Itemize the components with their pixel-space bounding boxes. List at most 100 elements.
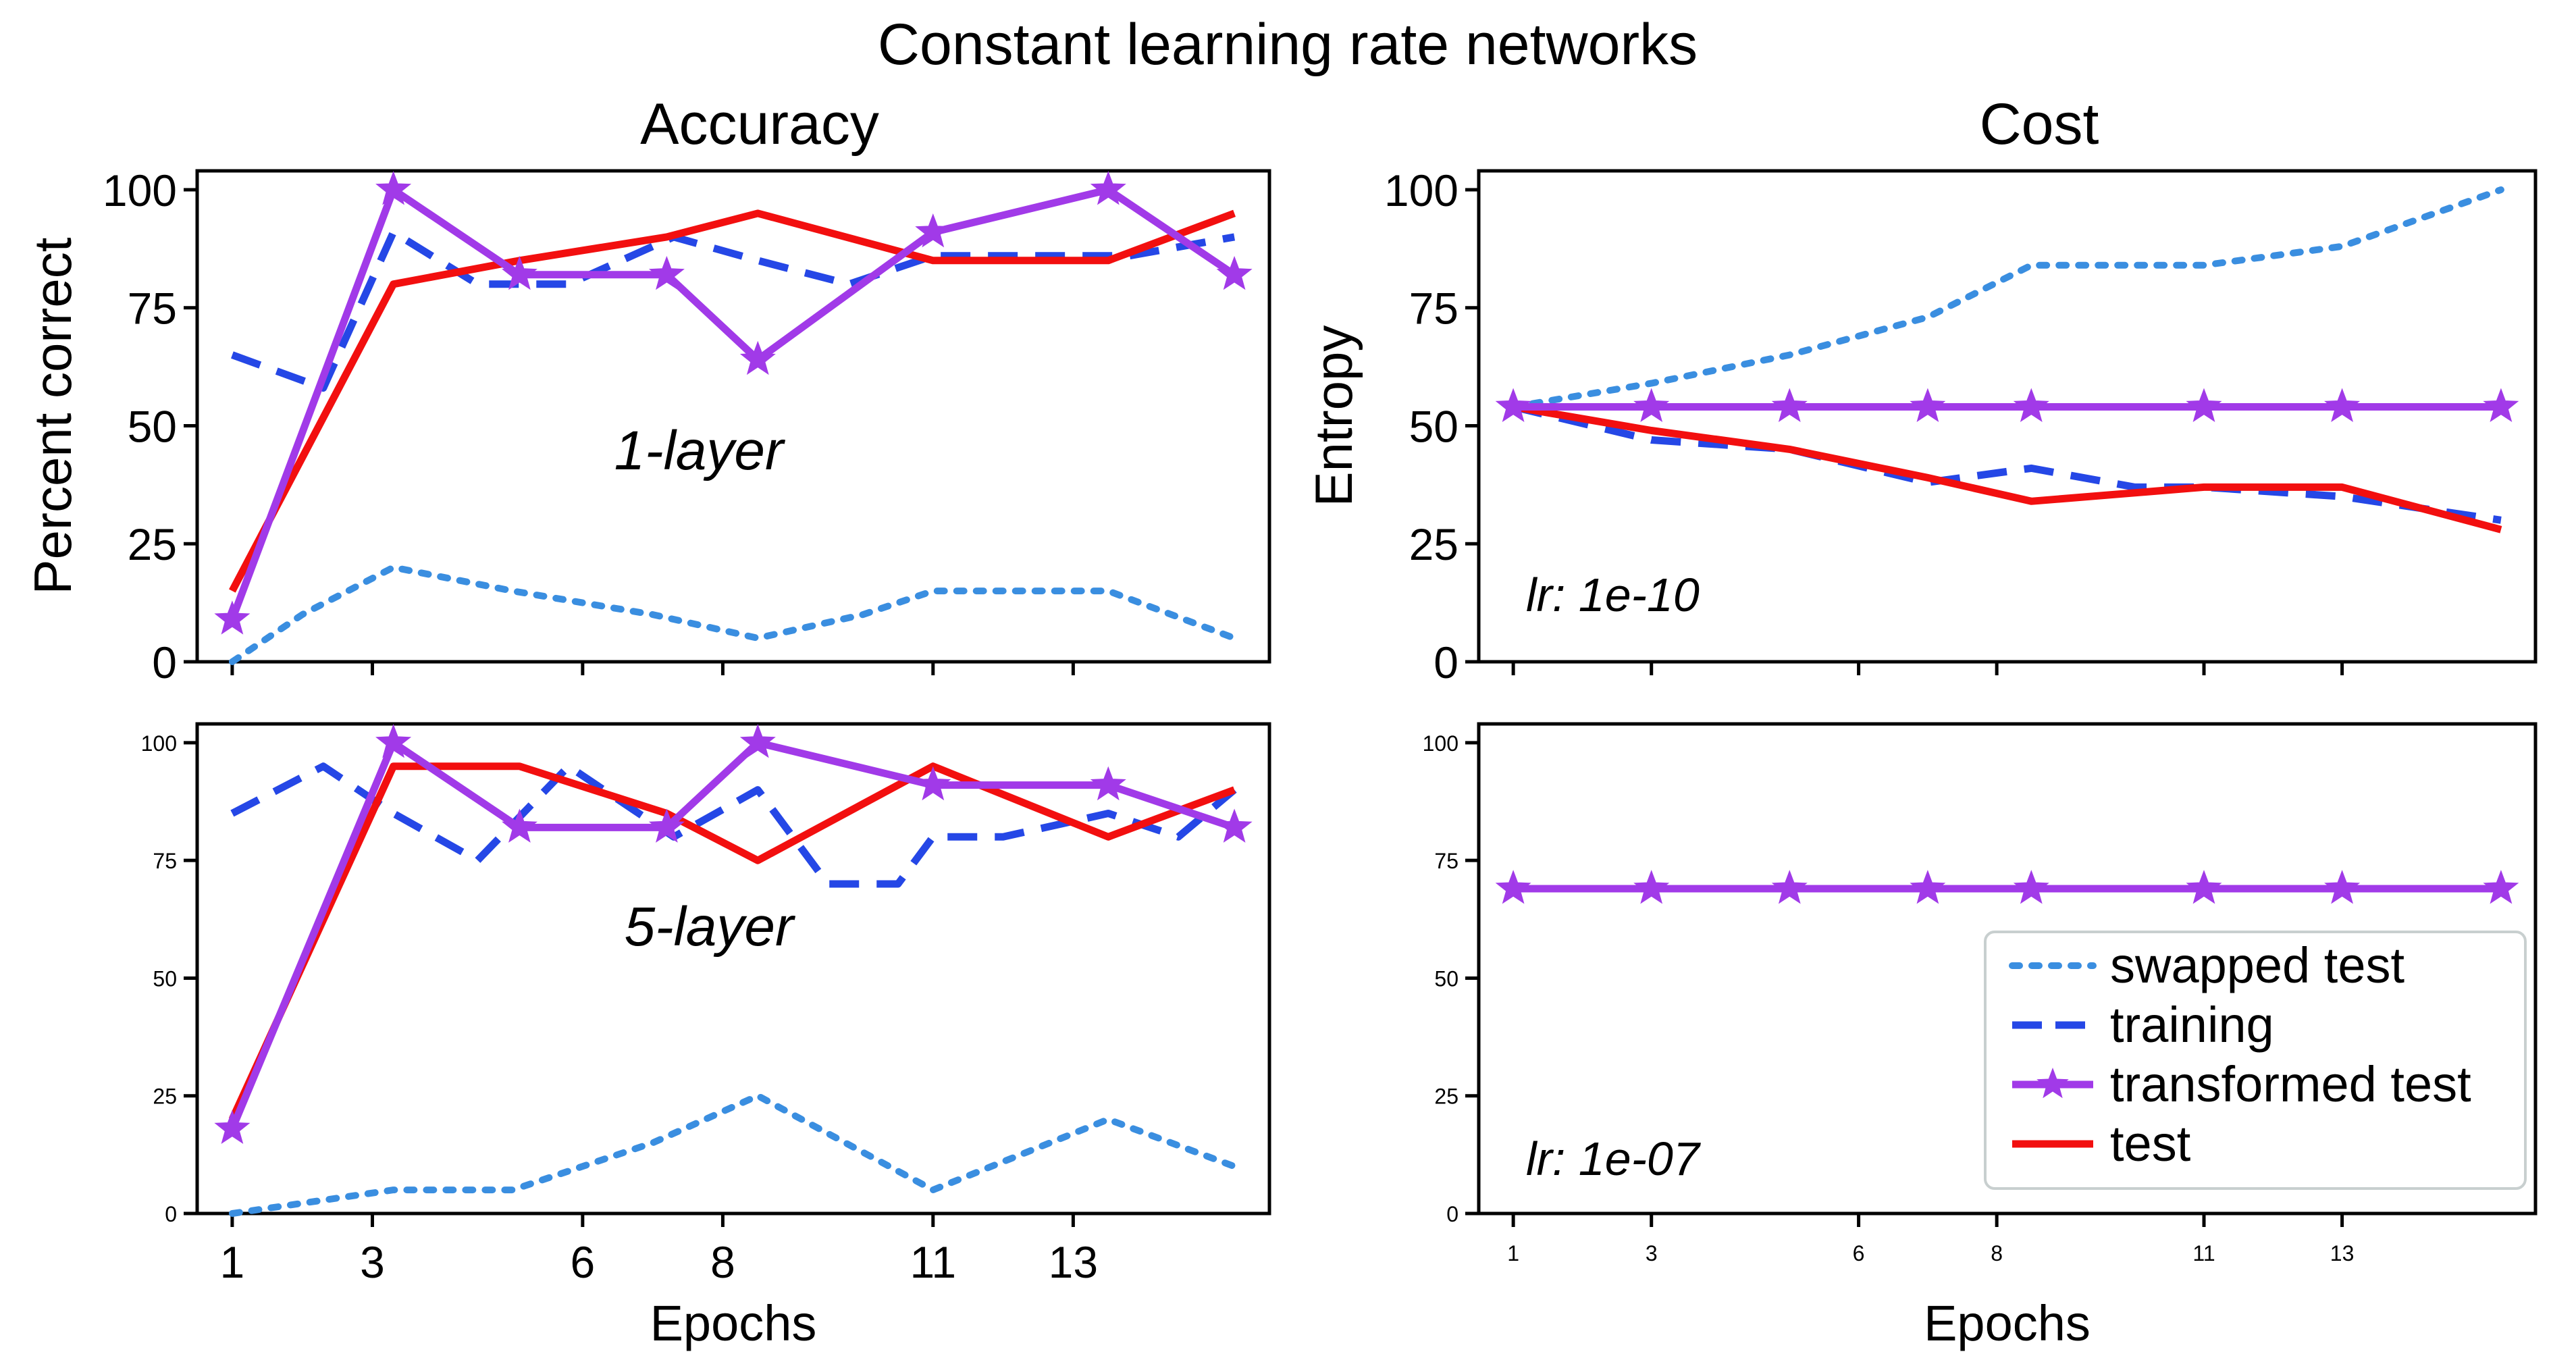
x-axis-label: Epochs (650, 1295, 817, 1351)
data-point-transformed (648, 808, 685, 843)
series-line-test (229, 209, 1236, 593)
y-tick-label: 0 (1446, 1202, 1458, 1226)
x-tick-label: 3 (360, 1237, 385, 1287)
series-line-training (230, 762, 1237, 888)
y-tick-label: 0 (152, 637, 177, 687)
data-point-transformed (1633, 388, 1670, 423)
series-line-training (231, 228, 1236, 392)
x-tick-label: 13 (2330, 1241, 2355, 1265)
plot-frame (1477, 722, 2538, 1216)
y-tick-label: 75 (128, 284, 177, 334)
data-point-transformed (501, 808, 537, 843)
legend-label-test: test (2110, 1116, 2191, 1172)
data-point-transformed (739, 724, 776, 758)
y-tick-label: 25 (128, 519, 177, 569)
y-axis-label: Entropy (1304, 325, 1363, 507)
x-axis-label: Epochs (1924, 1295, 2091, 1351)
series-line-swapped (228, 1092, 1238, 1217)
data-point-transformed (1910, 870, 1946, 904)
data-point-transformed (2324, 388, 2361, 423)
legend-box (1984, 931, 2527, 1190)
series-line-test (1513, 403, 2502, 533)
y-tick-label: 75 (1434, 849, 1458, 873)
y-axis-label: Percent correct (23, 237, 82, 594)
y-tick-label: 100 (103, 165, 177, 215)
y-tick-label: 0 (165, 1202, 177, 1226)
x-tick-label: 11 (2192, 1241, 2215, 1265)
y-tick-label: 75 (153, 849, 177, 873)
data-point-transformed (739, 340, 776, 375)
data-point-transformed (915, 766, 951, 801)
x-tick-label: 13 (1049, 1237, 1098, 1287)
data-point-transformed (375, 724, 412, 758)
data-point-transformed (2013, 388, 2049, 423)
y-tick-label: 50 (153, 966, 177, 991)
y-tick-label: 50 (1409, 401, 1458, 451)
data-point-transformed (1495, 388, 1531, 423)
data-point-transformed (2483, 388, 2519, 423)
y-tick-label: 50 (128, 401, 177, 451)
y-tick-label: 75 (1409, 284, 1458, 334)
y-tick-label: 0 (1434, 637, 1458, 687)
data-point-transformed (1090, 766, 1126, 801)
series-line-swapped (228, 564, 1238, 665)
data-point-transformed (1090, 171, 1126, 205)
figure-title: Constant learning rate networks (878, 12, 1698, 77)
data-point-transformed (915, 213, 951, 248)
plot-frame (1477, 169, 2538, 664)
x-tick-label: 3 (1646, 1241, 1658, 1265)
y-tick-label: 25 (1434, 1085, 1458, 1109)
series-line-training (1512, 403, 2502, 524)
data-point-transformed (214, 1109, 251, 1145)
data-point-transformed (1633, 870, 1670, 904)
data-point-transformed (2186, 388, 2222, 423)
data-point-transformed (1910, 388, 1946, 423)
chart-panel-cost1: 0 25 50 75 100 Entropy lr: 1e-10 (1304, 165, 2538, 687)
legend-label-swapped: swapped test (2110, 937, 2404, 993)
data-point-transformed (1771, 388, 1808, 423)
series-line-swapped (1510, 186, 2504, 411)
x-tick-label: 8 (710, 1237, 735, 1287)
legend-label-transformed: transformed test (2110, 1056, 2471, 1112)
x-tick-label: 11 (910, 1237, 957, 1287)
data-point-transformed (2324, 870, 2361, 904)
x-tick-label: 6 (1853, 1241, 1865, 1265)
chart-panel-acc1: 0 25 50 75 100 Percent correct 1-layer (23, 165, 1271, 687)
column-title-cost: Cost (1980, 92, 2099, 157)
y-tick-label: 50 (1434, 966, 1458, 991)
data-point-transformed (214, 600, 251, 635)
y-tick-label: 100 (141, 731, 177, 756)
legend-label-training: training (2110, 997, 2274, 1053)
data-point-transformed (2483, 870, 2519, 904)
x-tick-label: 8 (1991, 1241, 2003, 1265)
series-line-transformed (228, 739, 1236, 1130)
data-point-transformed (648, 255, 685, 290)
data-point-transformed (2186, 870, 2222, 904)
data-point-transformed (1495, 870, 1531, 904)
plot-frame (195, 722, 1271, 1216)
x-tick-label: 6 (570, 1237, 595, 1287)
panel-annotation: 1-layer (614, 420, 786, 481)
data-point-transformed (1216, 808, 1253, 843)
x-tick-label: 1 (1507, 1241, 1519, 1265)
data-point-transformed (501, 255, 537, 290)
data-point-transformed (1771, 870, 1808, 904)
data-point-transformed (375, 171, 412, 205)
data-point-transformed (1216, 255, 1253, 290)
series-line-test (228, 762, 1236, 1121)
series-line-transformed (228, 186, 1237, 621)
panel-annotation: 5-layer (625, 896, 796, 958)
panel-annotation: lr: 1e-07 (1526, 1132, 1702, 1185)
column-title-accuracy: Accuracy (640, 92, 879, 157)
y-tick-label: 100 (1384, 165, 1458, 215)
y-tick-label: 25 (153, 1085, 177, 1109)
y-tick-label: 100 (1423, 731, 1458, 756)
x-tick-label: 1 (220, 1237, 245, 1287)
panel-annotation: lr: 1e-10 (1526, 569, 1700, 621)
plot-frame (195, 169, 1271, 664)
data-point-transformed (2013, 870, 2049, 904)
